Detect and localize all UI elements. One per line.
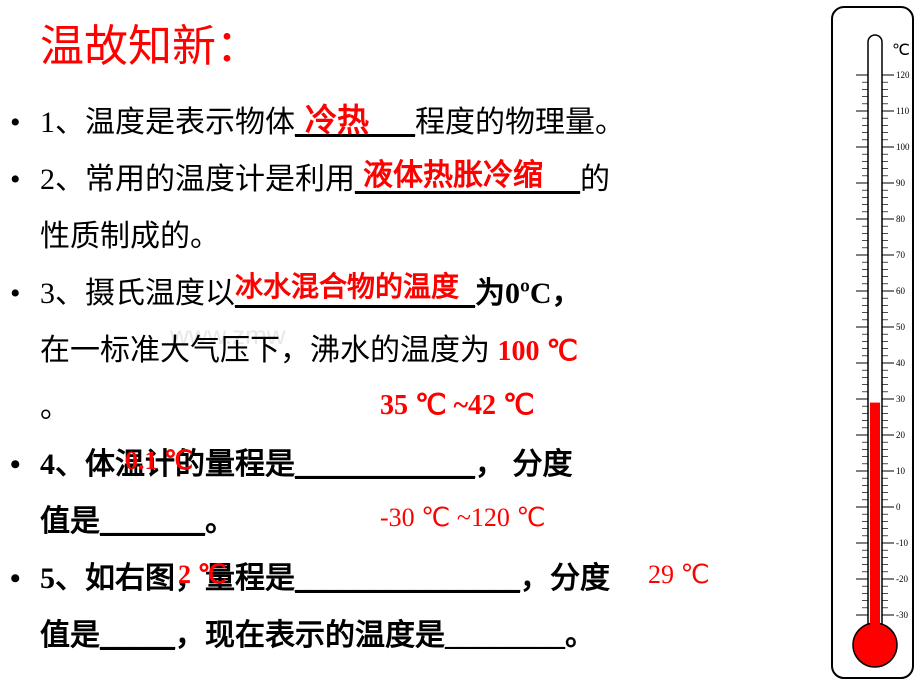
q4-answer2: -30 ℃ ~120 ℃	[380, 493, 546, 542]
thermometer-fluid	[870, 403, 880, 645]
svg-text:-10: -10	[896, 538, 908, 548]
q3-answer: 冰水混合物的温度	[235, 261, 459, 314]
svg-text:60: 60	[896, 286, 906, 296]
question-5: •5、如右图，量程是_______________，分度 2 ℃ 29 ℃	[10, 550, 810, 607]
q5-l2-pre: 值是	[40, 619, 100, 652]
svg-text:80: 80	[896, 214, 906, 224]
q5-over-answer: 2 ℃	[178, 550, 227, 599]
svg-text:40: 40	[896, 358, 906, 368]
q1-pre: 1、温度是表示物体	[40, 106, 295, 139]
bullet: •	[10, 265, 40, 322]
svg-text:110: 110	[896, 106, 910, 116]
svg-text:50: 50	[896, 322, 906, 332]
q2-answer: 液体热胀冷缩	[363, 147, 543, 204]
page-title: 温故知新：	[40, 10, 810, 74]
q4-post: ， 分度	[475, 448, 573, 481]
q4-over-answer: 0.1 ℃	[125, 436, 193, 485]
question-2: •2、常用的温度计是利用_______________液体热胀冷缩的	[10, 151, 810, 208]
question-4: •4、体温计的量程是____________， 分度 0.1 ℃	[10, 436, 810, 493]
q4-blank: ____________	[295, 436, 475, 493]
q3-dot: 。	[40, 391, 70, 424]
question-4-line2: 值是_______。 -30 ℃ ~120 ℃	[10, 493, 810, 550]
q1-post: 程度的物理量。	[415, 106, 625, 139]
q2-line2: 性质制成的。	[40, 220, 220, 253]
svg-text:30: 30	[896, 394, 906, 404]
svg-text:70: 70	[896, 250, 906, 260]
bullet: •	[10, 436, 40, 493]
q5-l2-post: ，现在表示的温度是________。	[175, 619, 595, 652]
q5-blank: _______________	[295, 550, 520, 607]
bullet: •	[10, 94, 40, 151]
question-3-line2: 在一标准大气压下，沸水的温度为 100 ℃	[10, 322, 810, 379]
q1-answer: 冷热	[305, 90, 369, 151]
thermometer-unit: ℃	[892, 42, 910, 59]
bullet: •	[10, 550, 40, 607]
q5-post: ，分度	[520, 562, 610, 595]
question-5-line2: 值是_____，现在表示的温度是________。	[10, 607, 810, 664]
q5-right-answer: 29 ℃	[648, 550, 710, 599]
q5-pre: 5、如右图，量程是	[40, 562, 295, 595]
svg-text:120: 120	[896, 70, 910, 80]
q4-l2-blank: _______	[100, 493, 205, 550]
q3-pre: 3、摄氏温度以	[40, 277, 235, 310]
svg-text:100: 100	[896, 142, 910, 152]
q4-l2-pre: 值是	[40, 505, 100, 538]
svg-text:20: 20	[896, 430, 906, 440]
q3-answer2: 100 ℃	[498, 336, 578, 367]
svg-text:0: 0	[896, 502, 901, 512]
svg-text:10: 10	[896, 466, 906, 476]
thermometer: ℃ -30 -20 -10 0 10 20 30 40 50 60 70 80 90 100 110 120	[830, 5, 915, 680]
q5-l2-blank: _____	[100, 607, 175, 664]
q3-line2: 在一标准大气压下，沸水的温度为	[40, 334, 490, 367]
question-3-line3: 。 35 ℃ ~42 ℃	[10, 379, 810, 436]
question-2-line2: 性质制成的。	[10, 208, 810, 265]
question-3: •3、摄氏温度以________________冰水混合物的温度为0ºC，	[10, 265, 810, 322]
q2-pre: 2、常用的温度计是利用	[40, 163, 355, 196]
q4-l2-post: 。	[205, 505, 235, 538]
q4-mid-answer: 35 ℃ ~42 ℃	[380, 379, 534, 432]
svg-text:-20: -20	[896, 574, 908, 584]
q2-post: 的	[580, 163, 610, 196]
svg-text:-30: -30	[896, 610, 908, 620]
question-1: •1、温度是表示物体________冷热程度的物理量。	[10, 94, 810, 151]
bullet: •	[10, 151, 40, 208]
q3-post: 为0ºC，	[475, 277, 582, 310]
svg-text:90: 90	[896, 178, 906, 188]
